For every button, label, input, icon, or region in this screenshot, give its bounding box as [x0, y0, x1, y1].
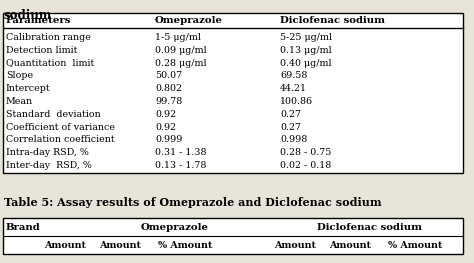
Text: 0.27: 0.27 — [280, 110, 301, 119]
Text: 100.86: 100.86 — [280, 97, 313, 106]
Text: 1-5 μg/ml: 1-5 μg/ml — [155, 33, 201, 42]
Text: 0.28 μg/ml: 0.28 μg/ml — [155, 58, 207, 68]
Bar — [3, 218, 463, 254]
Text: 0.31 - 1.38: 0.31 - 1.38 — [155, 148, 207, 157]
Text: Calibration range: Calibration range — [6, 33, 91, 42]
Text: Detection limit: Detection limit — [6, 46, 77, 55]
Text: 99.78: 99.78 — [155, 97, 182, 106]
Text: sodium: sodium — [4, 9, 52, 22]
Text: 0.09 μg/ml: 0.09 μg/ml — [155, 46, 207, 55]
Text: 5-25 μg/ml: 5-25 μg/ml — [280, 33, 332, 42]
Text: 69.58: 69.58 — [280, 71, 307, 80]
Text: Quantitation  limit: Quantitation limit — [6, 58, 94, 68]
Text: 0.02 - 0.18: 0.02 - 0.18 — [280, 161, 331, 170]
Text: Correlation coefficient: Correlation coefficient — [6, 135, 115, 144]
Text: Slope: Slope — [6, 71, 33, 80]
Text: 50.07: 50.07 — [155, 71, 182, 80]
Text: 0.999: 0.999 — [155, 135, 182, 144]
Text: 0.13 - 1.78: 0.13 - 1.78 — [155, 161, 206, 170]
Text: 0.92: 0.92 — [155, 110, 176, 119]
Text: % Amount: % Amount — [388, 240, 442, 250]
Text: Brand: Brand — [6, 222, 41, 231]
Text: Omeprazole: Omeprazole — [155, 16, 223, 25]
Text: Standard  deviation: Standard deviation — [6, 110, 101, 119]
Text: Diclofenac sodium: Diclofenac sodium — [318, 222, 422, 231]
Text: Intra-day RSD, %: Intra-day RSD, % — [6, 148, 89, 157]
Text: Intercept: Intercept — [6, 84, 51, 93]
Bar — [3, 13, 463, 173]
Text: 0.802: 0.802 — [155, 84, 182, 93]
Text: Coefficient of variance: Coefficient of variance — [6, 123, 115, 132]
Text: 0.998: 0.998 — [280, 135, 307, 144]
Text: Amount: Amount — [274, 240, 316, 250]
Text: 44.21: 44.21 — [280, 84, 307, 93]
Bar — [3, 13, 463, 173]
Text: 0.40 μg/ml: 0.40 μg/ml — [280, 58, 332, 68]
Text: Diclofenac sodium: Diclofenac sodium — [280, 16, 385, 25]
Text: Mean: Mean — [6, 97, 33, 106]
Text: Inter-day  RSD, %: Inter-day RSD, % — [6, 161, 92, 170]
Text: 0.27: 0.27 — [280, 123, 301, 132]
Text: 0.13 μg/ml: 0.13 μg/ml — [280, 46, 332, 55]
Text: Amount: Amount — [44, 240, 86, 250]
Text: Table 5: Assay results of Omeprazole and Diclofenac sodium: Table 5: Assay results of Omeprazole and… — [4, 197, 382, 208]
Text: Amount: Amount — [329, 240, 371, 250]
Text: Amount: Amount — [99, 240, 141, 250]
Text: 0.28 - 0.75: 0.28 - 0.75 — [280, 148, 331, 157]
Bar — [3, 218, 463, 254]
Text: 0.92: 0.92 — [155, 123, 176, 132]
Text: % Amount: % Amount — [158, 240, 212, 250]
Text: Parameters: Parameters — [6, 16, 72, 25]
Text: Omeprazole: Omeprazole — [141, 222, 209, 231]
